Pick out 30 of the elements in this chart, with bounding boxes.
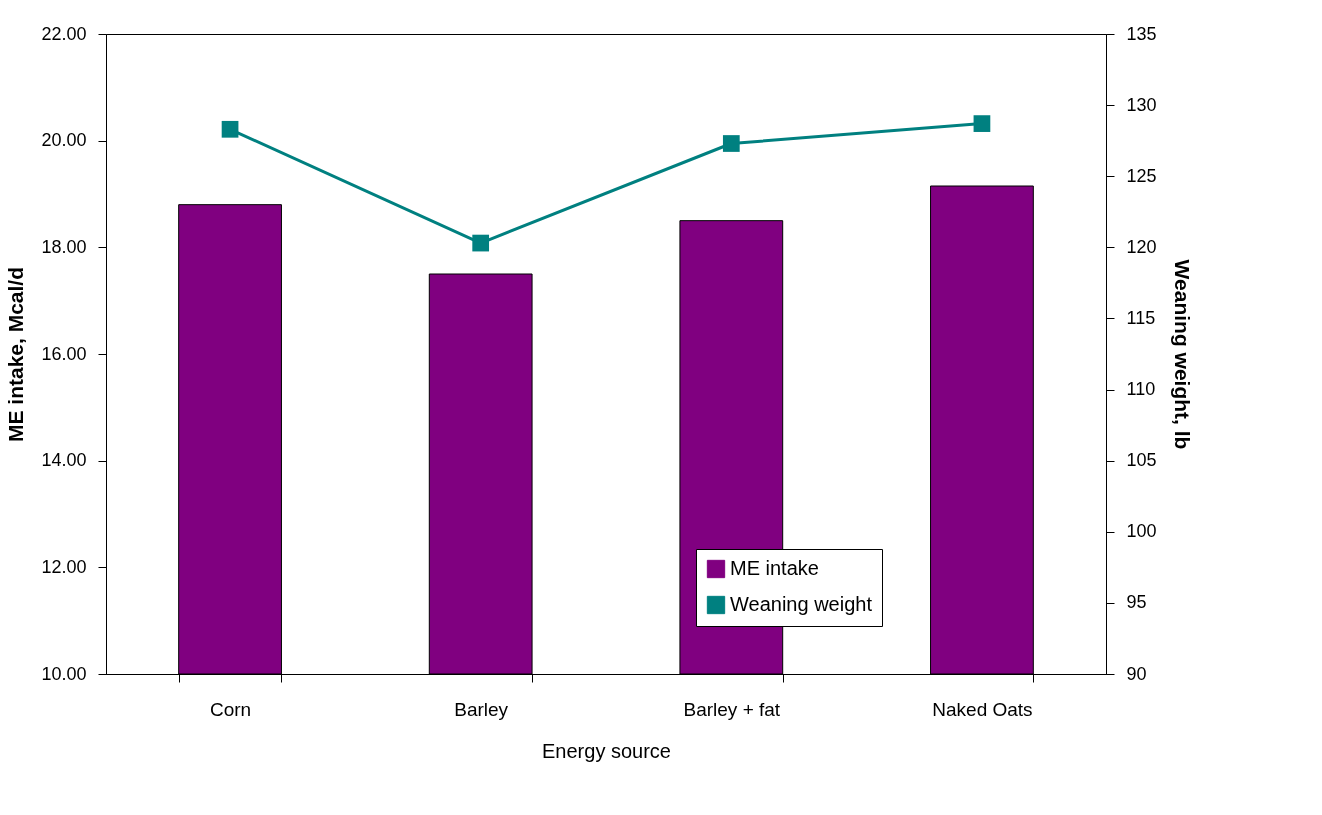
y2-tick-label: 110 [1126, 379, 1156, 400]
y-tick-label: 16.00 [41, 343, 87, 364]
x-tick-label: Barley [454, 698, 509, 720]
y-tick-label: 22.00 [41, 23, 87, 44]
y2-tick-label: 120 [1126, 236, 1157, 257]
y2-tick-label: 105 [1126, 450, 1157, 471]
y-tick-label: 12.00 [41, 556, 87, 577]
legend-label: Weaning weight [730, 593, 873, 615]
point [472, 234, 490, 252]
point [722, 135, 740, 152]
point [973, 115, 991, 132]
y2-tick-label: 125 [1126, 165, 1157, 186]
y-tick-label: 14.00 [41, 450, 87, 471]
y2-tick-label: 115 [1126, 307, 1156, 328]
point [221, 120, 239, 138]
y2-tick-label: 100 [1126, 521, 1157, 542]
y2-tick-label: 90 [1126, 663, 1147, 684]
legend-label: ME intake [730, 557, 819, 579]
y2-tick-label: 130 [1126, 94, 1157, 115]
x-tick-label: Corn [209, 698, 252, 720]
y2-tick-label: 95 [1126, 592, 1147, 613]
x-tick-label: Naked Oats [932, 698, 1033, 720]
y2-tick-label: 135 [1126, 23, 1157, 44]
x-axis-title: Energy source [542, 739, 671, 762]
y-tick-label: 18.00 [41, 236, 87, 257]
x-tick-label: Barley + fat [683, 698, 781, 720]
y-axis-title: ME intake, Mcal/d [4, 266, 28, 443]
y-tick-label: 10.00 [41, 663, 87, 684]
y2-axis-title: Weaning weight, lb [1170, 259, 1194, 450]
y-tick-label: 20.00 [41, 130, 87, 151]
